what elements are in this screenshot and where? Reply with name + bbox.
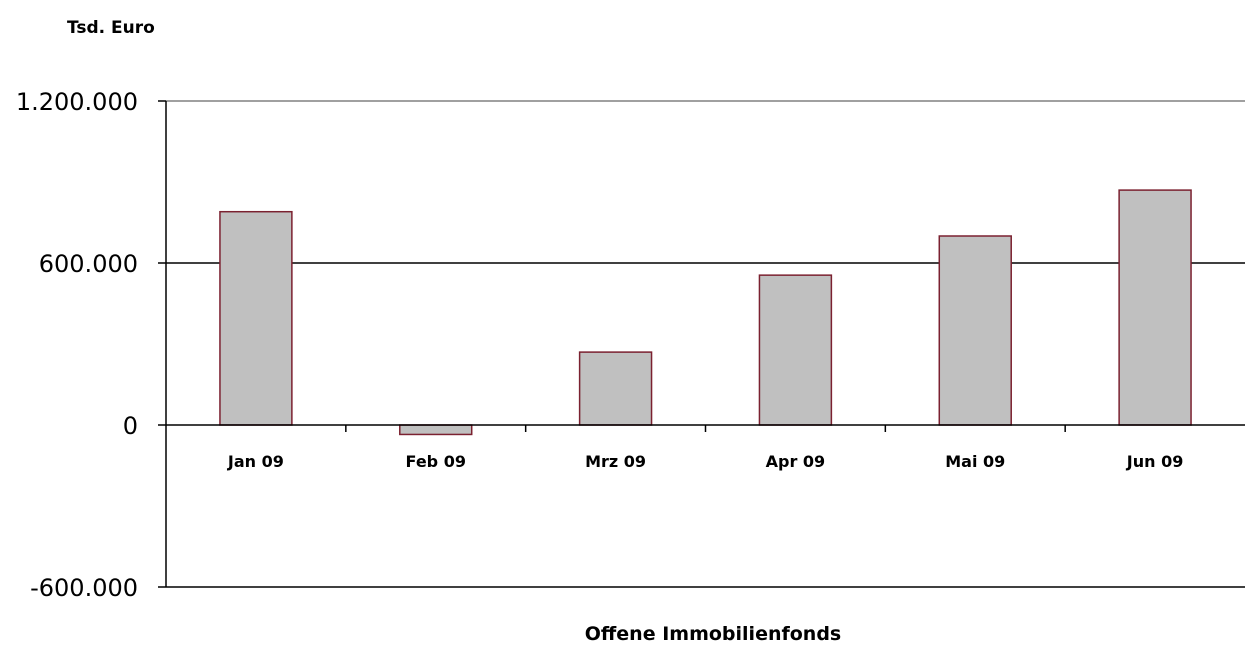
y-tick-label: -600.000 — [30, 574, 138, 602]
x-tick-label: Mrz 09 — [585, 452, 646, 471]
bar-apr-09 — [758, 274, 833, 426]
bar-feb-09 — [399, 424, 473, 436]
y-tick-labels: -600.000 0 600.000 1.200.000 — [16, 88, 138, 602]
y-tick-label: 600.000 — [39, 250, 138, 278]
bar-jan-09 — [219, 210, 293, 426]
y-axis-title: Tsd. Euro — [67, 18, 155, 38]
x-tick-label: Feb 09 — [406, 452, 466, 471]
x-tick-label: Jun 09 — [1126, 452, 1184, 471]
bars — [219, 189, 1192, 436]
x-tick-labels: Jan 09 Feb 09 Mrz 09 Apr 09 Mai 09 Jun 09 — [227, 452, 1183, 471]
x-tick-label: Apr 09 — [766, 452, 826, 471]
y-tick-label: 0 — [123, 412, 138, 440]
bar-jun-09 — [1118, 189, 1192, 426]
x-tick-label: Jan 09 — [227, 452, 284, 471]
axes — [158, 100, 1245, 588]
x-tick-label: Mai 09 — [945, 452, 1005, 471]
gridlines — [166, 100, 1245, 264]
x-axis-title: Offene Immobilienfonds — [585, 623, 841, 645]
bar-mrz-09 — [578, 351, 653, 426]
y-tick-label: 1.200.000 — [16, 88, 138, 116]
bar-mai-09 — [938, 235, 1012, 426]
